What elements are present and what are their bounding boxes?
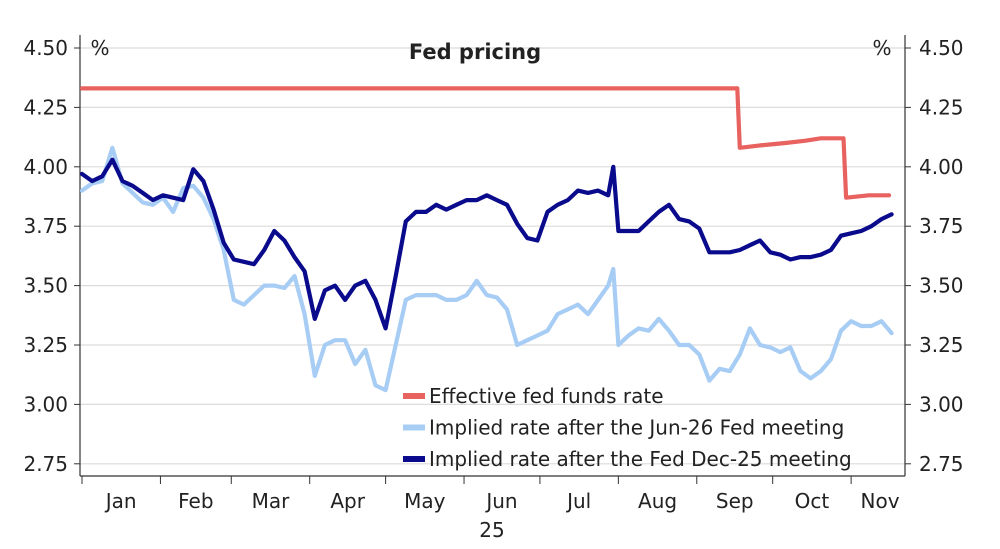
y-tick-label-left: 4.00 [23,155,68,179]
y-tick-label-left: 2.75 [23,452,68,476]
x-tick-label: Nov [861,489,900,513]
x-tick-label: Mar [252,489,291,513]
y-tick-label-left: 3.50 [23,274,68,298]
x-tick-label: Jun [484,489,517,513]
x-tick-label: Apr [330,489,365,513]
legend-label: Implied rate after the Fed Dec-25 meetin… [429,447,852,471]
x-tick-label: Jul [565,489,591,513]
series-line-0 [79,86,892,200]
y-tick-label-left: 4.25 [23,95,68,119]
legend-label: Implied rate after the Jun-26 Fed meetin… [429,416,844,440]
series-line-2 [79,157,894,331]
series-line-1 [79,145,894,393]
y-tick-label-right: 3.50 [919,274,964,298]
x-tick-label: Oct [795,489,830,513]
y-tick-label-right: 3.00 [919,392,964,416]
y-tick-label-right: 4.50 [919,36,964,60]
y-tick-label-left: 3.75 [23,214,68,238]
legend-swatch [403,424,425,431]
x-tick-label: Jan [104,489,137,513]
y-unit-left: % [90,36,109,60]
y-tick-label-left: 3.00 [23,392,68,416]
y-tick-label-right: 3.75 [919,214,964,238]
legend-label: Effective fed funds rate [429,384,664,408]
y-tick-label-right: 3.25 [919,333,964,357]
chart-title: Fed pricing [409,40,541,64]
axes: 4.50 4.50 4.25 4.25 4.00 4.00 3.75 3.75 3.50 3.50… [23,35,964,542]
y-unit-right: % [872,36,891,60]
y-tick-label-right: 4.00 [919,155,964,179]
series-lines [79,86,894,393]
legend: Effective fed funds rate Implied rate aft… [403,384,852,471]
x-tick-label: Feb [178,489,213,513]
x-tick-label: Sep [716,489,754,513]
y-tick-label-right: 2.75 [919,452,964,476]
y-tick-label-right: 4.25 [919,95,964,119]
x-tick-label: May [404,489,446,513]
legend-swatch [403,456,425,462]
x-tick-label: Aug [638,489,677,513]
y-tick-label-left: 3.25 [23,333,68,357]
x-year-label: 25 [479,518,504,542]
legend-swatch [403,393,425,399]
y-tick-label-left: 4.50 [23,36,68,60]
